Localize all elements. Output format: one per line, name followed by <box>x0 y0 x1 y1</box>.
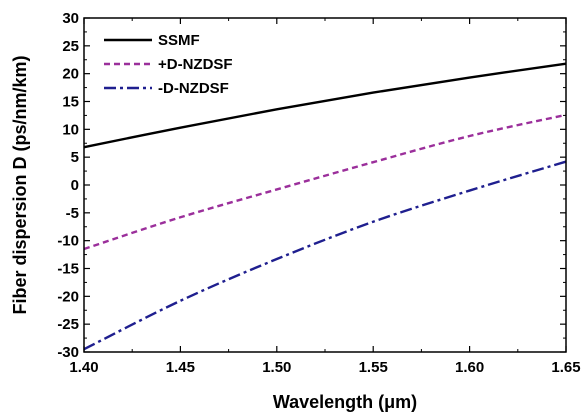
y-tick-label: 25 <box>62 38 79 55</box>
x-tick-label: 1.60 <box>455 359 484 376</box>
x-tick-label: 1.40 <box>69 359 98 376</box>
x-tick-label: 1.55 <box>359 359 388 376</box>
x-axis-ticks: 1.40 1.45 1.50 1.55 1.60 1.65 <box>69 18 581 376</box>
y-tick-label: -5 <box>66 205 79 222</box>
y-tick-label: -20 <box>57 288 79 305</box>
legend-label: SSMF <box>158 32 200 49</box>
y-tick-label: -15 <box>57 261 79 278</box>
plot-frame <box>83 17 567 353</box>
legend-label: +D-NZDSF <box>158 56 233 73</box>
series-line-d-nzdsf <box>83 160 567 351</box>
y-tick-label: 15 <box>62 94 79 111</box>
x-tick-label: 1.65 <box>551 359 580 376</box>
series-line-d-nzdsf <box>83 113 567 251</box>
legend: SSMF +D-NZDSF -D-NZDSF <box>104 32 233 97</box>
y-tick-label: 0 <box>71 177 79 194</box>
series-layer <box>83 62 567 351</box>
y-tick-label: 30 <box>62 10 79 27</box>
legend-label: -D-NZDSF <box>158 80 229 97</box>
y-tick-label: -25 <box>57 316 79 333</box>
y-tick-label: -30 <box>57 344 79 361</box>
y-tick-label: -10 <box>57 233 79 250</box>
series-line-ssmf <box>83 62 567 149</box>
x-tick-label: 1.45 <box>166 359 195 376</box>
y-tick-label: 10 <box>62 121 79 138</box>
y-axis-title: Fiber dispersion D (ps/nm/km) <box>10 55 30 314</box>
y-tick-label: 20 <box>62 66 79 83</box>
y-axis-ticks: -30 -25 -20 -15 -10 -5 0 5 10 15 20 25 30 <box>57 10 566 361</box>
y-tick-label: 5 <box>71 149 79 166</box>
x-tick-label: 1.50 <box>262 359 291 376</box>
x-axis-title: Wavelength (μm) <box>273 392 417 412</box>
